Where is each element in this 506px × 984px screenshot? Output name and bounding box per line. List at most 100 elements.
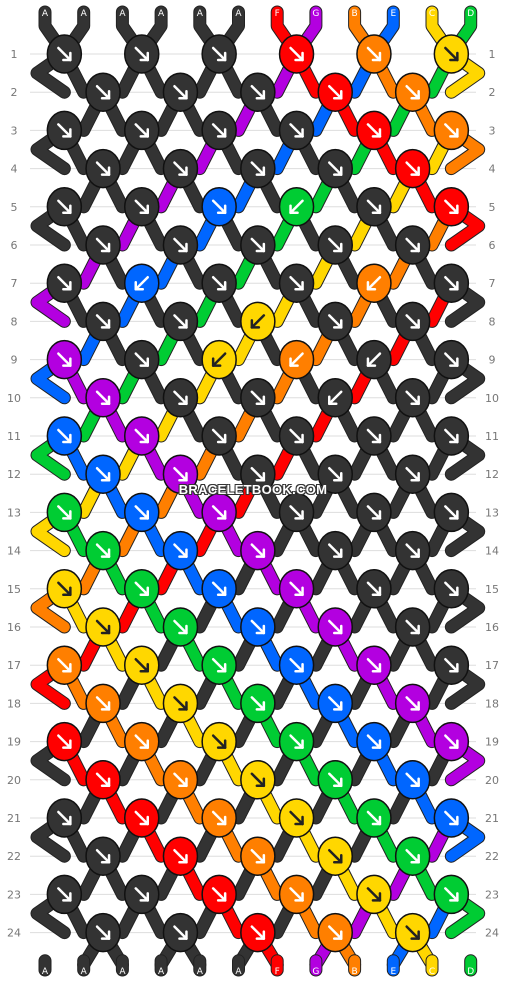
row-number: 7 [11, 277, 18, 290]
row-number: 24 [485, 927, 499, 940]
knot [85, 607, 121, 647]
arrow-icon [211, 505, 227, 520]
row-number: 14 [485, 545, 499, 558]
strand-label-top: A [197, 9, 204, 19]
arrow-icon [405, 161, 420, 176]
arrow-icon [134, 581, 149, 597]
knot [278, 263, 315, 303]
knot [162, 912, 199, 953]
knot [162, 683, 199, 724]
arrow-icon [57, 352, 72, 367]
row-number: 20 [485, 774, 499, 787]
arrow-icon [211, 810, 227, 826]
arrow-icon [328, 466, 343, 482]
strand-label-bottom: E [390, 967, 396, 977]
strand-label-top: A [235, 9, 242, 19]
knot [124, 34, 160, 74]
knot [240, 912, 276, 953]
arrow-icon [95, 161, 111, 176]
knot [201, 416, 237, 456]
arrow-icon [328, 84, 343, 100]
arrow-icon [134, 734, 149, 749]
strand-label-top: A [81, 9, 88, 19]
arrow-icon [134, 199, 149, 215]
knot [201, 645, 237, 685]
knot [162, 225, 199, 265]
row-number: 3 [489, 124, 496, 137]
arrow-icon [366, 428, 382, 444]
row-number: 2 [489, 86, 496, 99]
arrow-icon [444, 275, 459, 291]
strand-label-top: A [42, 9, 49, 19]
arrow-icon [405, 314, 420, 329]
knot [356, 492, 392, 533]
knot [317, 912, 353, 953]
knot [356, 34, 392, 74]
row-number: 15 [7, 583, 21, 596]
strand-label-bottom: D [467, 967, 474, 977]
arrow-icon [250, 543, 266, 558]
arrow-icon [173, 848, 188, 864]
arrow-icon [289, 352, 304, 367]
row-number: 16 [485, 621, 499, 634]
arrow-icon [444, 199, 459, 215]
knot [124, 416, 160, 456]
arrow-icon [444, 428, 459, 444]
knot [356, 645, 392, 685]
knot [46, 492, 83, 533]
row-number: 10 [485, 392, 499, 405]
arrow-icon [328, 161, 343, 176]
row-number: 11 [485, 430, 499, 443]
strand-label-top: B [352, 9, 358, 19]
knot [201, 263, 237, 303]
arrow-icon [366, 505, 382, 520]
arrow-icon [444, 352, 459, 367]
arrow-icon [289, 275, 304, 291]
arrow-icon [289, 810, 304, 826]
strand-label-bottom: A [235, 967, 242, 977]
arrow-icon [405, 696, 420, 711]
knot [201, 569, 237, 609]
strand-label-top: A [158, 9, 165, 19]
knot [46, 569, 83, 609]
knot [278, 187, 315, 227]
arrow-icon [211, 887, 227, 902]
strand-label-bottom: C [429, 967, 435, 977]
knot [162, 530, 199, 571]
arrow-icon [250, 84, 266, 100]
arrow-icon [95, 390, 111, 406]
knot [85, 912, 121, 953]
arrow-icon [289, 887, 304, 902]
knot [124, 492, 160, 533]
knot [124, 569, 160, 609]
knot [162, 378, 199, 418]
knot [201, 798, 237, 838]
row-number: 15 [485, 583, 499, 596]
knot [278, 874, 315, 915]
knot [394, 148, 431, 189]
arrow-icon [57, 46, 72, 62]
arrow-icon [328, 619, 343, 635]
row-number: 19 [485, 736, 499, 749]
knot [278, 34, 315, 74]
strand-label-bottom: A [81, 967, 88, 977]
knot [356, 798, 392, 838]
knot [201, 34, 237, 74]
row-number: 22 [7, 850, 21, 863]
arrow-icon [444, 581, 459, 597]
arrow-icon [134, 810, 149, 826]
knot [433, 34, 470, 74]
arrow-icon [405, 543, 420, 558]
knot [85, 72, 121, 112]
knot [124, 263, 160, 303]
knot [433, 721, 470, 762]
knot [433, 187, 470, 227]
row-number: 8 [11, 315, 18, 328]
knot [317, 225, 353, 265]
knot [278, 492, 315, 533]
row-number: 24 [7, 927, 21, 940]
row-number: 5 [11, 201, 18, 214]
